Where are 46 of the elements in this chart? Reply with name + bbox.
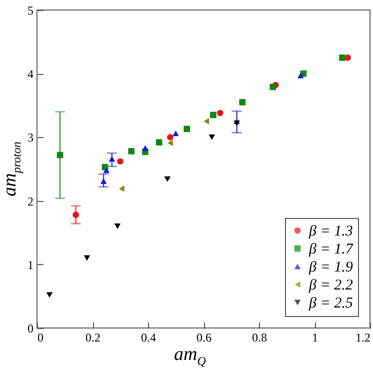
point (297, 72, 304, 78)
point (339, 54, 346, 61)
point (84, 255, 90, 261)
point (156, 139, 162, 146)
y-tick-label: 5 (28, 4, 34, 18)
point (184, 126, 190, 132)
point (208, 134, 215, 140)
x-tick-label: 1 (312, 330, 318, 344)
x-tick-label: 0.8 (252, 330, 267, 344)
legend-label: β = 2.2 (308, 278, 354, 294)
point (128, 148, 135, 154)
x-tick-label: 0 (38, 330, 44, 344)
point (204, 118, 210, 124)
point (216, 110, 224, 116)
point (118, 186, 124, 192)
point (270, 84, 276, 90)
x-tick-label: 0.6 (196, 330, 212, 344)
point (210, 112, 216, 118)
y-tick-label: 3 (28, 130, 34, 145)
point (46, 292, 53, 298)
x-tick-label: 0.2 (86, 330, 100, 344)
legend-label: β = 1.7 (308, 242, 354, 258)
point (344, 54, 351, 61)
point (72, 212, 80, 218)
point (167, 134, 174, 140)
point (172, 130, 179, 136)
point (239, 99, 246, 106)
y-tick-label: 0 (28, 322, 34, 336)
legend-label: β = 2.5 (308, 296, 354, 312)
x-axis-title: am$_{Q}$ (174, 344, 206, 369)
y-tick-label: 2 (28, 194, 34, 208)
point (114, 224, 121, 229)
point (164, 176, 171, 182)
y-tick-label: 1 (28, 258, 34, 272)
point (103, 168, 110, 174)
y-tick-label: 4 (28, 67, 34, 82)
point (108, 156, 116, 162)
point (142, 145, 148, 151)
point (167, 140, 173, 146)
x-tick-label: 0.4 (141, 330, 156, 344)
point (117, 158, 124, 165)
point (56, 152, 64, 158)
legend-label: β = 1.3 (308, 224, 353, 240)
legend-label: β = 1.9 (308, 260, 354, 276)
point (100, 178, 107, 184)
x-tick-label: 1.2 (356, 330, 370, 344)
